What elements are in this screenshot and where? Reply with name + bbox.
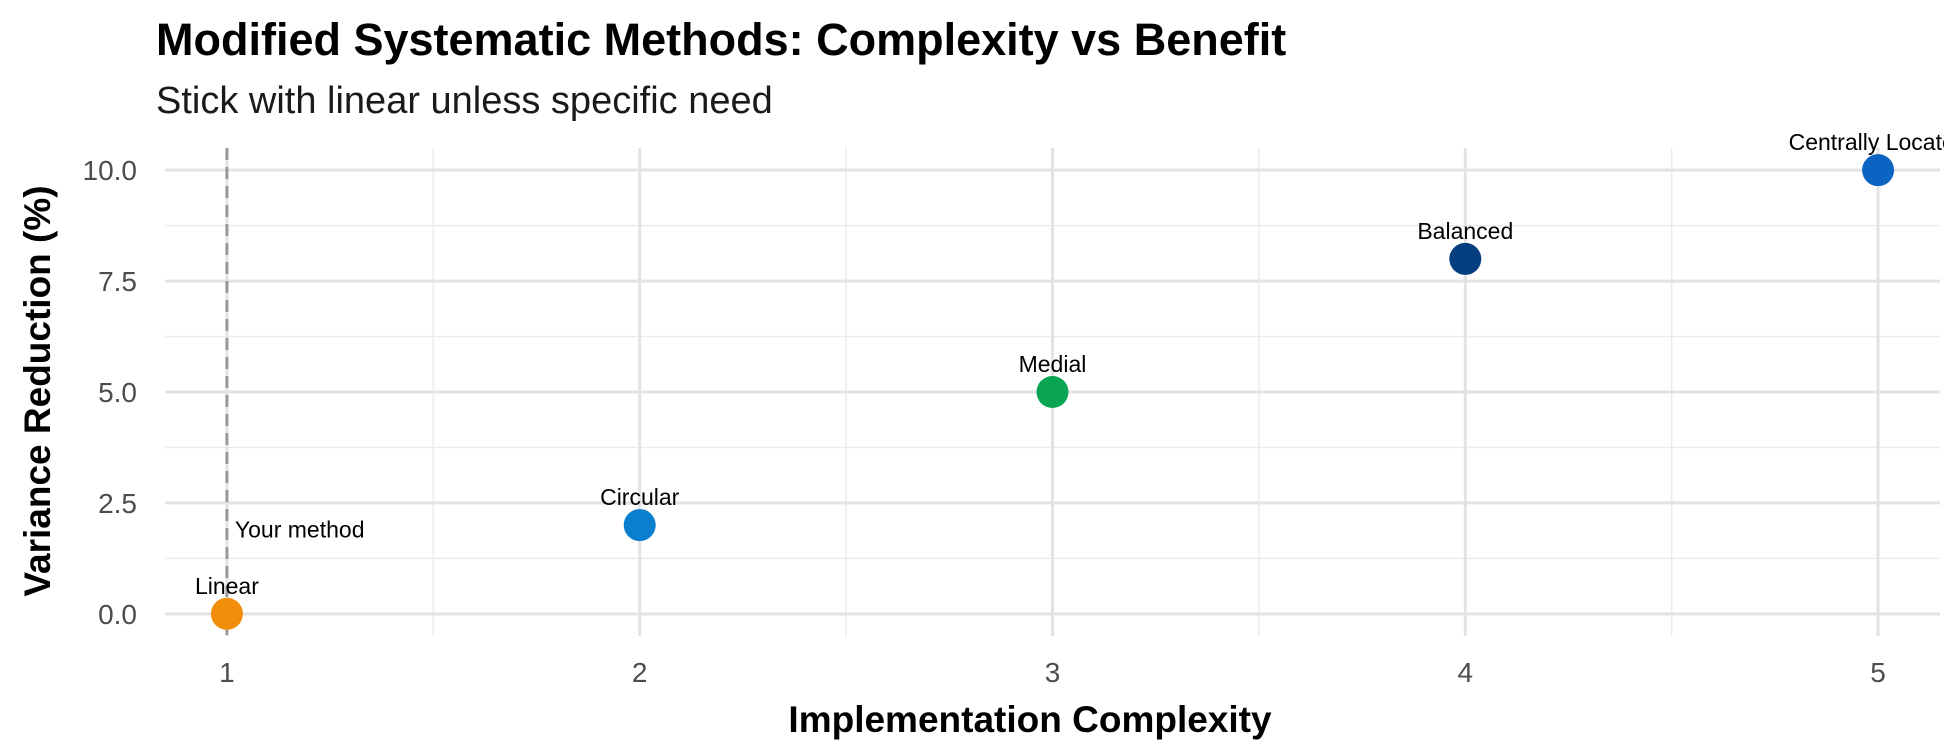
data-point <box>623 509 656 542</box>
x-axis-title: Implementation Complexity <box>788 699 1272 740</box>
y-axis-title: Variance Reduction (%) <box>17 185 58 596</box>
x-tick-label: 3 <box>1045 657 1061 688</box>
point-label: Medial <box>1019 351 1087 377</box>
chart-subtitle: Stick with linear unless specific need <box>156 80 773 122</box>
y-tick-label: 5.0 <box>98 377 137 408</box>
point-label: Linear <box>195 573 259 599</box>
point-label: Circular <box>600 484 680 510</box>
x-axis-ticks: 1 2 3 4 5 <box>219 657 1886 688</box>
y-axis-ticks: 0.0 2.5 5.0 7.5 10.0 <box>83 155 138 630</box>
x-tick-label: 1 <box>219 657 235 688</box>
x-tick-label: 2 <box>632 657 648 688</box>
x-tick-label: 4 <box>1458 657 1474 688</box>
point-labels: Linear Circular Medial Balanced Centrally Lo… <box>195 129 1944 599</box>
point-label: Balanced <box>1417 218 1513 244</box>
data-point <box>1862 154 1895 187</box>
data-point <box>1036 376 1069 408</box>
y-tick-label: 10.0 <box>83 155 138 186</box>
point-label: Centrally Located <box>1789 129 1944 155</box>
data-point <box>1449 242 1482 275</box>
data-point <box>210 597 243 630</box>
reference-line-group: Your method <box>225 148 365 636</box>
chart-title: Modified Systematic Methods: Complexity … <box>156 14 1287 65</box>
y-tick-label: 2.5 <box>98 488 137 519</box>
reference-line-label: Your method <box>235 517 365 543</box>
data-points <box>210 154 1895 630</box>
y-tick-label: 7.5 <box>98 266 137 297</box>
y-tick-label: 0.0 <box>98 599 137 630</box>
x-tick-label: 5 <box>1870 657 1886 688</box>
